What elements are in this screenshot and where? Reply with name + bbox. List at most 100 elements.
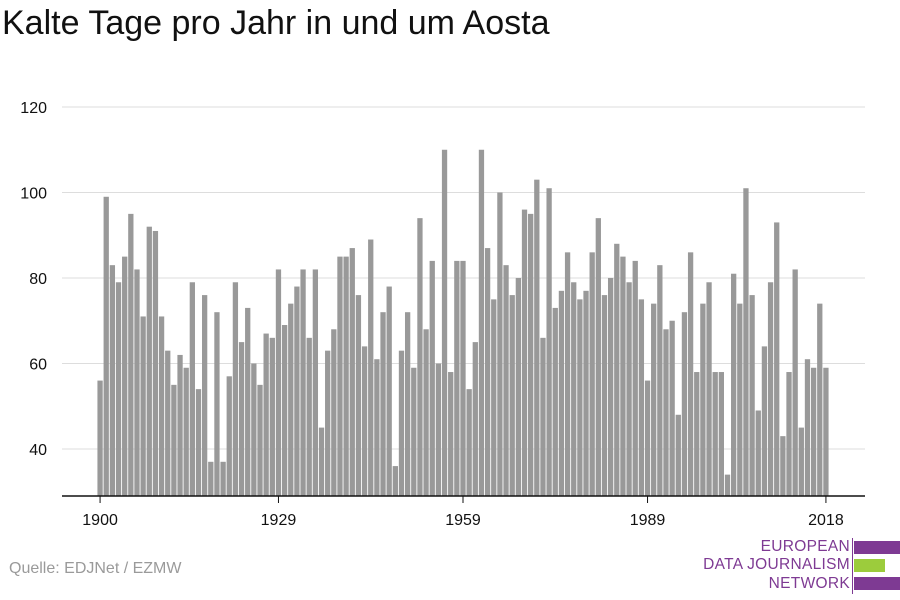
bar-2006	[749, 295, 755, 496]
bar-1983	[607, 277, 614, 496]
bar-2007	[755, 410, 761, 496]
bar-1919	[214, 312, 220, 496]
bar-1966	[503, 265, 509, 496]
bar-1929	[275, 269, 282, 496]
bar-1951	[411, 367, 417, 496]
bar-2010	[774, 222, 780, 497]
logo-bar-purple-bottom	[854, 577, 900, 590]
bar-1931	[288, 303, 294, 496]
bar-1941	[349, 248, 355, 496]
bar-2018	[823, 367, 829, 496]
bar-1998	[700, 303, 706, 496]
logo-line-1: EUROPEAN	[760, 538, 850, 555]
bar-2005	[743, 188, 749, 496]
bar-1994	[675, 414, 681, 496]
x-tick-label: 1959	[445, 512, 481, 529]
bar-1938	[331, 329, 337, 496]
bar-1947	[386, 286, 392, 496]
bar-1905	[128, 213, 134, 496]
bar-1914	[183, 367, 189, 496]
bar-1988	[638, 299, 645, 496]
x-tick-labels: 1900 1929 1959 1989 2018	[82, 512, 844, 529]
logo-bar-purple-top	[854, 541, 900, 554]
x-tick-label: 1989	[630, 512, 666, 529]
bar-1958	[454, 260, 460, 496]
bar-1937	[325, 350, 331, 496]
y-tick-labels: 40 60 80 100 120	[20, 100, 47, 459]
bar-1962	[478, 149, 485, 496]
bar-1991	[657, 265, 663, 496]
bar-1967	[509, 295, 515, 496]
bar-2000	[712, 372, 718, 496]
bar-1979	[583, 290, 589, 496]
logo-bar-green	[854, 559, 885, 572]
bar-1912	[171, 384, 177, 496]
bar-1949	[398, 350, 405, 496]
bar-1985	[620, 256, 626, 496]
bar-1908	[146, 226, 152, 496]
bar-1940	[343, 256, 349, 496]
bar-1927	[263, 333, 269, 496]
bar-1933	[300, 269, 306, 496]
bar-1926	[257, 384, 263, 496]
y-tick-label: 120	[20, 100, 47, 117]
bar-1907	[140, 316, 146, 496]
bar-2008	[761, 346, 768, 496]
bar-1915	[189, 282, 195, 496]
bar-1936	[318, 427, 325, 496]
logo-line-3: NETWORK	[768, 575, 850, 592]
bar-1909	[152, 230, 159, 496]
bar-1990	[651, 303, 657, 496]
bar-1944	[368, 239, 374, 496]
bar-1957	[448, 372, 454, 496]
bar-1995	[681, 312, 688, 496]
bar-2012	[786, 372, 792, 496]
bar-1968	[515, 277, 522, 496]
bar-1997	[694, 372, 700, 496]
y-tick-label: 40	[29, 442, 47, 459]
bar-1913	[177, 354, 183, 496]
bar-2011	[780, 436, 786, 496]
x-axis	[62, 495, 865, 503]
bar-1960	[466, 389, 472, 496]
bar-1970	[528, 213, 534, 496]
bar-1999	[706, 282, 712, 496]
bar-1954	[429, 260, 435, 496]
bar-1953	[423, 329, 429, 496]
bar-2001	[718, 372, 724, 496]
bar-1902	[109, 265, 116, 496]
chart-title: Kalte Tage pro Jahr in und um Aosta	[2, 4, 550, 42]
bar-1969	[521, 209, 528, 496]
bar-1976	[564, 252, 571, 496]
bar-1959	[460, 260, 466, 496]
y-tick-label: 60	[29, 356, 47, 373]
bar-1975	[558, 290, 565, 496]
bar-1977	[571, 282, 577, 496]
bar-2015	[804, 359, 811, 496]
bar-1972	[540, 337, 546, 496]
bar-1921	[226, 376, 232, 496]
bar-1948	[392, 466, 398, 496]
bar-1961	[472, 342, 478, 496]
bar-1903	[115, 282, 122, 496]
bar-1965	[497, 192, 503, 497]
bar-2002	[724, 474, 731, 496]
bar-2016	[810, 367, 817, 496]
x-tick-label: 1900	[82, 512, 118, 529]
bar-1982	[601, 295, 608, 496]
bar-1956	[441, 149, 448, 496]
bar-1950	[404, 312, 411, 496]
bar-1906	[134, 269, 140, 496]
y-tick-label: 80	[29, 271, 47, 288]
bar-1980	[589, 252, 595, 496]
bar-1981	[595, 218, 601, 496]
bar-1901	[103, 196, 109, 496]
bar-1996	[687, 252, 694, 496]
bar-1978	[577, 299, 583, 496]
bar-2003	[731, 273, 737, 496]
logo-divider	[852, 538, 853, 594]
bar-1946	[380, 312, 386, 496]
bar-1928	[269, 337, 275, 496]
bar-1945	[374, 359, 380, 496]
bar-1963	[484, 248, 491, 496]
